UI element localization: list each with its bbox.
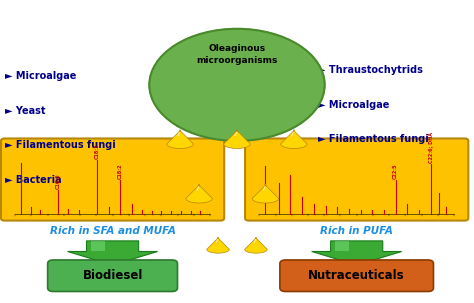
Polygon shape [186, 185, 212, 203]
Text: ► Filamentous fungi: ► Filamentous fungi [5, 140, 116, 151]
Polygon shape [252, 185, 279, 203]
Text: ► Yeast: ► Yeast [5, 105, 45, 116]
Text: ► Microalgae: ► Microalgae [318, 99, 389, 110]
Text: C18:1: C18:1 [94, 143, 100, 159]
Text: C18:2: C18:2 [118, 163, 123, 179]
Text: Oleaginous
microorganisms: Oleaginous microorganisms [196, 45, 278, 65]
Circle shape [149, 29, 325, 141]
Text: Nutraceuticals: Nutraceuticals [309, 269, 405, 282]
FancyBboxPatch shape [1, 138, 224, 221]
Polygon shape [312, 241, 402, 265]
Text: ► Thraustochytrids: ► Thraustochytrids [318, 65, 422, 75]
Text: Rich in PUFA: Rich in PUFA [320, 226, 393, 236]
Text: Biodiesel: Biodiesel [82, 269, 143, 282]
Polygon shape [224, 130, 250, 148]
Text: C22:5: C22:5 [393, 163, 398, 179]
Polygon shape [245, 238, 267, 253]
Polygon shape [281, 130, 307, 148]
Polygon shape [336, 241, 349, 251]
Text: ► Filamentous fungi: ► Filamentous fungi [318, 134, 428, 145]
Polygon shape [91, 241, 105, 251]
FancyBboxPatch shape [47, 260, 178, 291]
Polygon shape [167, 130, 193, 148]
Text: C16:0: C16:0 [55, 173, 61, 189]
FancyBboxPatch shape [280, 260, 434, 291]
FancyBboxPatch shape [245, 138, 468, 221]
Polygon shape [67, 241, 157, 265]
Text: ► Bacteria: ► Bacteria [5, 175, 61, 185]
Text: ► Microalgae: ► Microalgae [5, 71, 76, 81]
Polygon shape [207, 238, 229, 253]
Text: C22:6; DHA: C22:6; DHA [428, 132, 433, 163]
Text: Rich in SFA and MUFA: Rich in SFA and MUFA [50, 226, 175, 236]
